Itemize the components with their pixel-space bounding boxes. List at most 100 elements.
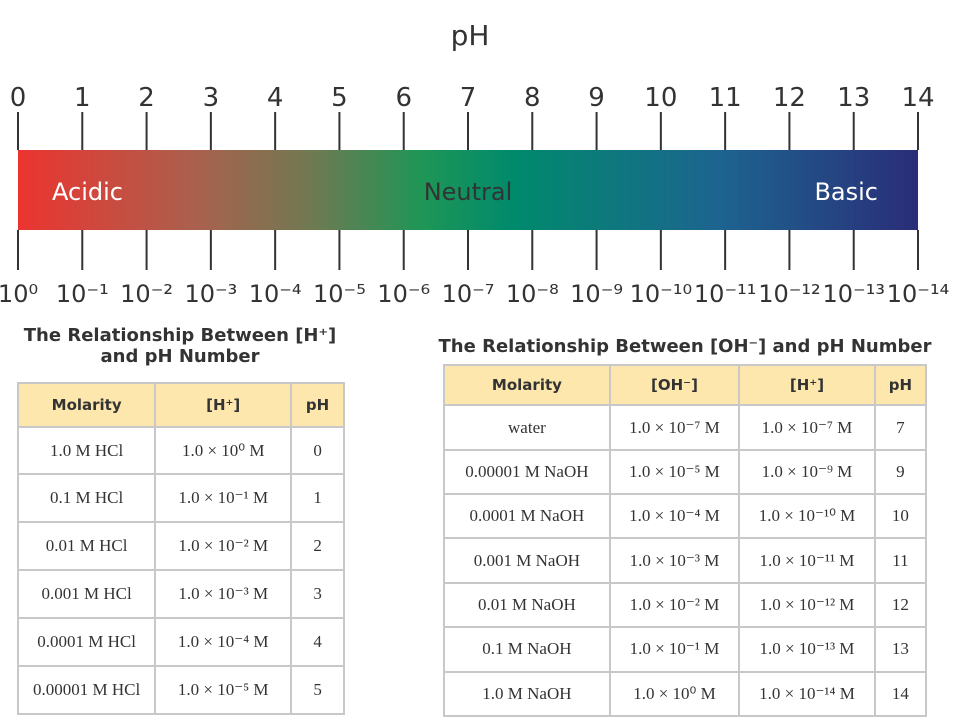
cell: 1.0 × 10⁻¹ M — [154, 473, 293, 524]
cell: 0.00001 M HCl — [16, 665, 157, 715]
table: Molarity [OH⁻] [H⁺] pH water 1.0 × 10⁻⁷ M 1.0 … — [443, 363, 928, 718]
concentration-label: 10⁻¹¹ — [694, 280, 756, 308]
cell: 1.0 × 10⁻¹ M — [608, 626, 741, 673]
ph-number: 2 — [138, 83, 155, 113]
header-row: Molarity [OH⁻] [H⁺] pH — [443, 363, 928, 407]
cell: 1.0 × 10⁻⁷ M — [738, 404, 876, 451]
ph-number: 13 — [837, 83, 870, 113]
cell: 0.001 M HCl — [16, 569, 157, 620]
cell: 1.0 × 10⁻⁷ M — [608, 404, 741, 451]
cell: 0.01 M NaOH — [443, 581, 611, 629]
header-cell: [OH⁻] — [608, 363, 741, 407]
concentration-label: 10⁻⁸ — [506, 280, 559, 308]
concentration-label: 10⁻¹² — [758, 280, 820, 308]
cell: 1.0 × 10⁻³ M — [608, 537, 741, 584]
cell: 0.0001 M NaOH — [443, 493, 611, 540]
cell: 0.1 M HCl — [16, 473, 157, 524]
cell: 10 — [873, 493, 928, 540]
ph-number: 1 — [74, 83, 91, 113]
cell: 0.0001 M HCl — [16, 617, 157, 668]
concentration-label: 10⁻¹ — [56, 280, 109, 308]
cell: 1.0 × 10⁻¹⁴ M — [738, 670, 876, 718]
band-label: Neutral — [424, 178, 513, 206]
cell: 1.0 M NaOH — [443, 670, 611, 718]
row: 0.1 M NaOH 1.0 × 10⁻¹ M 1.0 × 10⁻¹³ M 13 — [443, 626, 928, 673]
cell: 0.001 M NaOH — [443, 537, 611, 584]
row: 0.001 M NaOH 1.0 × 10⁻³ M 1.0 × 10⁻¹¹ M 11 — [443, 537, 928, 584]
cell: 1.0 × 10⁻¹³ M — [738, 626, 876, 673]
cell: 2 — [290, 521, 345, 572]
cell: 1.0 × 10⁻¹¹ M — [738, 537, 876, 584]
cell: 1.0 M HCl — [16, 425, 157, 476]
header-cell: Molarity — [16, 382, 157, 428]
cell: 1.0 × 10⁻⁵ M — [608, 448, 741, 496]
cell: 1.0 × 10⁻⁴ M — [154, 617, 293, 668]
header-cell: [H⁺] — [738, 363, 876, 407]
cell: 1.0 × 10⁰ M — [608, 670, 741, 718]
band-label: Acidic — [52, 178, 123, 206]
concentration-label: 10⁻⁶ — [377, 280, 430, 308]
cell: 1.0 × 10⁻¹⁰ M — [738, 493, 876, 540]
cell: 1.0 × 10⁻¹² M — [738, 581, 876, 629]
concentration-label: 10⁻² — [120, 280, 173, 308]
row: 0.01 M NaOH 1.0 × 10⁻² M 1.0 × 10⁻¹² M 12 — [443, 581, 928, 629]
ph-number: 10 — [644, 83, 677, 113]
cell: 14 — [873, 670, 928, 718]
band-label: Basic — [814, 178, 878, 206]
ph-number: 8 — [524, 83, 541, 113]
ph-number: 11 — [709, 83, 742, 113]
cell: 7 — [873, 404, 928, 451]
ph-number: 5 — [331, 83, 348, 113]
header-cell: pH — [873, 363, 928, 407]
concentration-label: 10⁻⁵ — [313, 280, 366, 308]
row: 1.0 M NaOH 1.0 × 10⁰ M 1.0 × 10⁻¹⁴ M 14 — [443, 670, 928, 718]
cell: 1.0 × 10⁻³ M — [154, 569, 293, 620]
cell: 12 — [873, 581, 928, 629]
cell: 11 — [873, 537, 928, 584]
ph-band — [18, 150, 918, 230]
cell: 5 — [290, 665, 345, 715]
cell: 1.0 × 10⁻² M — [608, 581, 741, 629]
cell: 4 — [290, 617, 345, 668]
concentration-label: 10⁻⁹ — [570, 280, 623, 308]
scale-title: pH — [451, 19, 490, 52]
ph-number: 12 — [773, 83, 806, 113]
ph-number: 9 — [588, 83, 605, 113]
ph-number: 7 — [460, 83, 477, 113]
ph-number: 6 — [395, 83, 412, 113]
header-row: Molarity [H⁺] pH — [16, 382, 345, 428]
cell: 13 — [873, 626, 928, 673]
concentration-label: 10⁻¹³ — [822, 280, 884, 308]
cell: 0 — [290, 425, 345, 476]
header-cell: pH — [290, 382, 345, 428]
ph-number: 3 — [203, 83, 220, 113]
cell: 1.0 × 10⁻⁴ M — [608, 493, 741, 540]
cell: 0.01 M HCl — [16, 521, 157, 572]
table-title: The Relationship Between [OH⁻] and pH Nu… — [438, 336, 932, 357]
table-title: The Relationship Between [H⁺] and pH Num… — [23, 325, 337, 367]
cell: water — [443, 404, 611, 451]
concentration-label: 10⁻⁷ — [442, 280, 495, 308]
row: 0.0001 M NaOH 1.0 × 10⁻⁴ M 1.0 × 10⁻¹⁰ M 10 — [443, 493, 928, 540]
ph-number: 14 — [901, 83, 934, 113]
cell: 1.0 × 10⁻² M — [154, 521, 293, 572]
cell: 1.0 × 10⁻⁹ M — [738, 448, 876, 496]
cell: 3 — [290, 569, 345, 620]
concentration-label: 10⁻¹⁴ — [887, 280, 949, 308]
ph-scale: pH Acidic Neutral Basic 0 10⁰ 1 10⁻¹ 2 10⁻² 3 1… — [0, 19, 949, 308]
ph-number: 0 — [10, 83, 27, 113]
cell: 9 — [873, 448, 928, 496]
header-cell: [H⁺] — [154, 382, 293, 428]
cell: 1 — [290, 473, 345, 524]
cell: 0.1 M NaOH — [443, 626, 611, 673]
concentration-label: 10⁻³ — [184, 280, 237, 308]
cell: 1.0 × 10⁰ M — [154, 425, 293, 476]
